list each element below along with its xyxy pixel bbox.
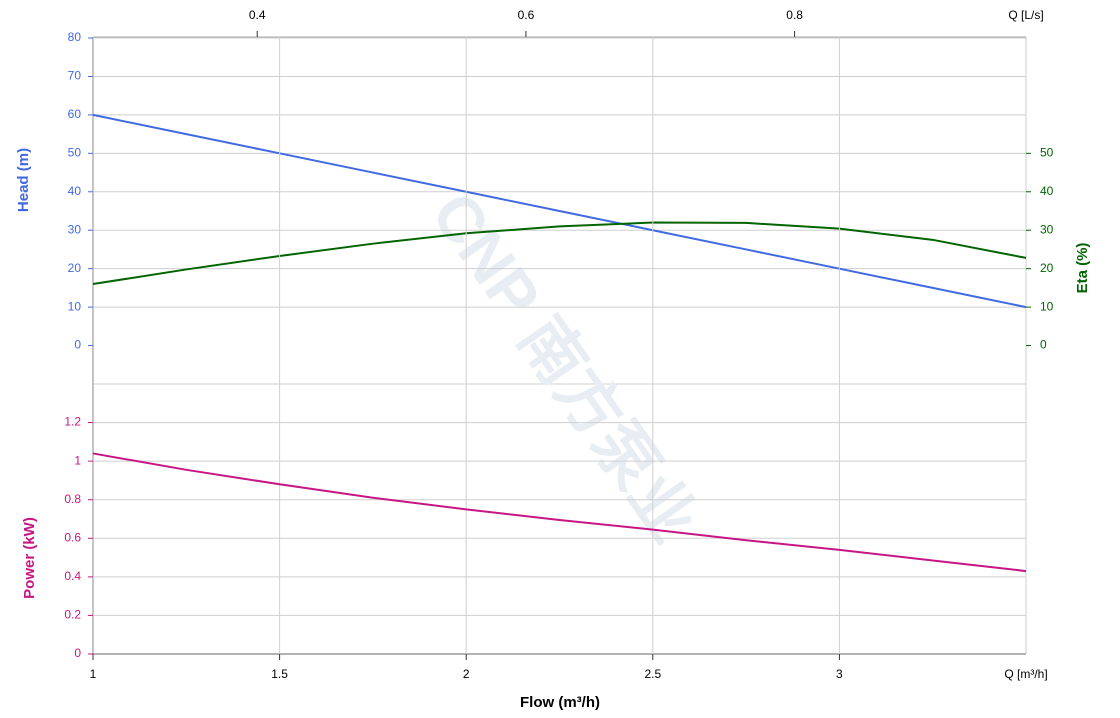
y-tick-label: 0 (74, 338, 81, 352)
y-tick-label: 20 (68, 261, 82, 275)
x-tick-label: 2.5 (644, 667, 661, 681)
y-tick-label: 1.2 (64, 415, 81, 429)
y-tick-label: 60 (68, 107, 82, 121)
x2-tick-label: 0.8 (786, 8, 803, 22)
y-tick-label: 70 (68, 69, 82, 83)
x-tick-label: 1.5 (271, 667, 288, 681)
x-axis-unit: Q [m³/h] (1004, 667, 1047, 681)
y-tick-label: 0.4 (64, 569, 81, 583)
y-tick-label: 40 (68, 184, 82, 198)
series-line (92, 113, 1027, 309)
y2-tick-label: 40 (1040, 184, 1054, 198)
x2-axis-unit: Q [L/s] (1008, 8, 1043, 22)
y-tick-label: 10 (68, 299, 82, 313)
y-tick-label: 0.2 (64, 608, 81, 622)
series-line (92, 452, 1027, 573)
x-tick-label: 2 (463, 667, 470, 681)
x2-tick-label: 0.6 (518, 8, 535, 22)
watermark: CNP 南方泵业 (418, 179, 711, 554)
y-tick-label: 80 (68, 30, 82, 44)
x2-tick-label: 0.4 (249, 8, 266, 22)
y2-tick-label: 30 (1040, 222, 1054, 236)
y2-tick-label: 0 (1040, 338, 1047, 352)
y-axis-title: Head (m) (15, 148, 32, 212)
x-axis-title: Flow (m³/h) (520, 694, 600, 711)
series-line (92, 221, 1027, 286)
y2-tick-label: 50 (1040, 146, 1054, 160)
y-tick-label: 0.6 (64, 530, 81, 544)
y-tick-label: 0 (74, 646, 81, 660)
y-tick-label: 30 (68, 222, 82, 236)
y-tick-label: 0.8 (64, 492, 81, 506)
y2-axis-title: Eta (%) (1074, 243, 1091, 294)
x-tick-label: 3 (836, 667, 843, 681)
y-axis-title: Power (kW) (21, 517, 38, 599)
y2-tick-label: 20 (1040, 261, 1054, 275)
y2-tick-label: 10 (1040, 299, 1054, 313)
y-tick-label: 1 (74, 453, 81, 467)
x-tick-label: 1 (90, 667, 97, 681)
y-tick-label: 50 (68, 146, 82, 160)
